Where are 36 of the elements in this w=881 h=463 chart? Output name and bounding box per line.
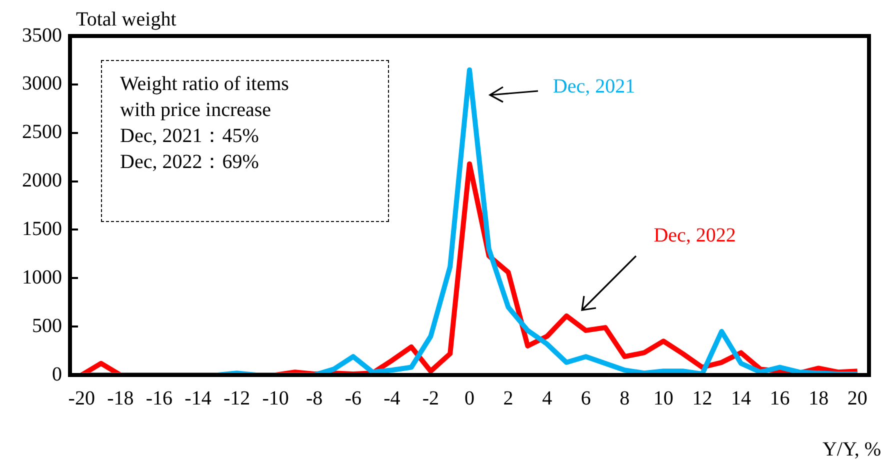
annotation: Dec, 2022：69%: [120, 150, 260, 175]
text: Dec, 2022: [654, 224, 736, 247]
x-tick-label: 0: [464, 387, 474, 410]
x-tick-label: 14: [731, 387, 752, 410]
x-tick-label: 6: [580, 387, 591, 410]
x-tick-label: -2: [422, 387, 440, 410]
x-tick-label: -16: [146, 387, 173, 410]
x-tick-label: 2: [503, 387, 514, 410]
x-tick-label: 16: [770, 387, 790, 410]
annotation: Weight ratio of items with price increase: [120, 72, 290, 123]
y-tick-label: 500: [32, 314, 62, 337]
x-tick-label: 4: [542, 387, 552, 410]
x-tick-label: 12: [692, 387, 712, 410]
x-tick-label: -14: [184, 387, 212, 410]
x-tick-label: 20: [847, 387, 868, 410]
y-tick-label: 2500: [22, 121, 62, 144]
y-tick-label: 1500: [22, 218, 62, 240]
y-tick-label: 3500: [22, 24, 62, 46]
x-tick-label: -6: [344, 387, 362, 410]
x-tick-label: 8: [620, 387, 630, 410]
y-tick-label: 2000: [22, 170, 62, 192]
x-tick-label: -12: [223, 387, 250, 410]
x-tick-label: -8: [306, 387, 323, 410]
y-tick-label: 1000: [22, 266, 62, 288]
y-tick-label: 0: [52, 363, 62, 386]
x-tick-label: -20: [68, 387, 95, 410]
x-tick-label: -4: [384, 387, 400, 410]
text: Dec, 2021: [552, 76, 636, 98]
y-tick-label: 3000: [22, 72, 62, 95]
x-tick-label: 18: [808, 387, 829, 410]
y-axis-title: Total weight: [76, 8, 177, 30]
annotation: Dec, 2021：45%: [120, 124, 260, 149]
x-tick-label: 10: [653, 387, 674, 410]
x-axis-title: Y/Y, %: [822, 438, 881, 460]
x-tick-label: -10: [262, 387, 289, 410]
x-tick-label: -18: [107, 387, 134, 410]
